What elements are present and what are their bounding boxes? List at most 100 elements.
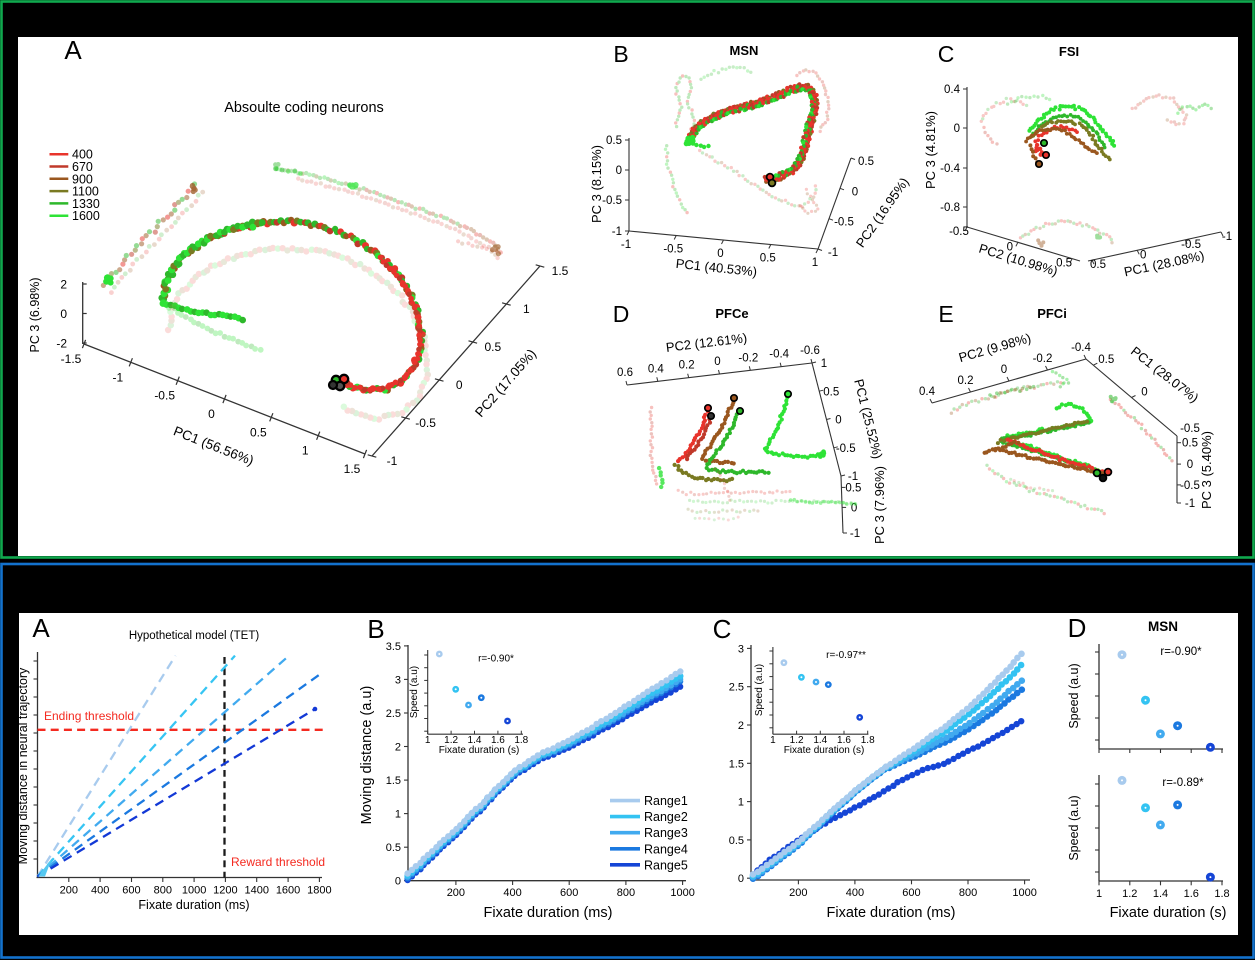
svg-text:PC 3 (7.96%): PC 3 (7.96%) — [872, 466, 887, 544]
svg-text:0.2: 0.2 — [679, 360, 695, 372]
svg-text:2: 2 — [738, 720, 744, 732]
svg-text:PC 3 (6.98%): PC 3 (6.98%) — [28, 277, 42, 352]
svg-text:0: 0 — [1141, 387, 1147, 399]
svg-text:-0.5: -0.5 — [602, 195, 622, 207]
svg-text:1.6: 1.6 — [837, 735, 851, 746]
svg-text:0.4: 0.4 — [648, 363, 665, 375]
svg-text:A: A — [32, 613, 50, 643]
svg-text:2: 2 — [60, 278, 67, 292]
svg-text:1800: 1800 — [307, 885, 331, 897]
svg-text:200: 200 — [789, 887, 807, 899]
svg-text:-0.4: -0.4 — [769, 349, 789, 361]
svg-text:0: 0 — [1187, 459, 1193, 471]
svg-text:-0.5: -0.5 — [1180, 423, 1200, 435]
svg-text:r=-0.90*: r=-0.90* — [478, 654, 514, 665]
svg-text:1600: 1600 — [72, 209, 100, 223]
svg-text:Fixate duration (s): Fixate duration (s) — [1110, 905, 1227, 921]
svg-text:1: 1 — [812, 257, 818, 269]
svg-text:1.6: 1.6 — [1184, 888, 1199, 900]
svg-text:0.5: 0.5 — [823, 386, 839, 398]
svg-text:3: 3 — [395, 674, 401, 686]
svg-text:1.5: 1.5 — [386, 775, 401, 787]
svg-text:1000: 1000 — [670, 887, 694, 899]
svg-text:1.4: 1.4 — [1153, 888, 1168, 900]
svg-text:Hypothetical model (TET): Hypothetical model (TET) — [129, 630, 260, 642]
svg-text:-1: -1 — [612, 226, 622, 238]
svg-text:PC 3 (8.15%): PC 3 (8.15%) — [589, 145, 604, 223]
svg-text:1: 1 — [738, 797, 744, 809]
svg-text:0: 0 — [1001, 364, 1007, 376]
svg-text:B: B — [367, 614, 384, 644]
svg-text:-1: -1 — [1222, 231, 1232, 243]
svg-text:600: 600 — [122, 885, 140, 897]
svg-text:0.5: 0.5 — [484, 340, 501, 354]
svg-text:0: 0 — [616, 165, 622, 177]
svg-text:0.5: 0.5 — [386, 842, 401, 854]
svg-text:1600: 1600 — [276, 885, 300, 897]
svg-text:PC 3 (4.81%): PC 3 (4.81%) — [923, 111, 938, 189]
svg-text:-0.5: -0.5 — [1180, 480, 1200, 492]
svg-text:1: 1 — [1096, 888, 1102, 900]
svg-text:1330: 1330 — [72, 197, 100, 211]
svg-text:1000: 1000 — [182, 885, 206, 897]
svg-text:600: 600 — [560, 887, 578, 899]
svg-text:B: B — [613, 41, 628, 67]
svg-text:1.6: 1.6 — [491, 735, 505, 746]
svg-text:-1.5: -1.5 — [61, 352, 82, 366]
svg-text:1: 1 — [770, 735, 776, 746]
svg-text:0: 0 — [738, 873, 744, 885]
svg-text:Fixate duration (s): Fixate duration (s) — [439, 745, 520, 756]
svg-text:-1: -1 — [387, 454, 398, 468]
svg-text:0.5: 0.5 — [858, 156, 874, 168]
svg-text:0.5: 0.5 — [1182, 438, 1198, 450]
svg-text:PFCe: PFCe — [715, 306, 748, 321]
svg-text:1: 1 — [302, 444, 309, 458]
svg-text:1: 1 — [425, 735, 431, 746]
svg-text:1: 1 — [395, 809, 401, 821]
svg-text:1.2: 1.2 — [444, 735, 458, 746]
svg-text:1.5: 1.5 — [344, 462, 361, 476]
svg-text:600: 600 — [902, 887, 920, 899]
svg-text:1.2: 1.2 — [790, 735, 804, 746]
svg-text:Range4: Range4 — [644, 842, 688, 856]
svg-text:0.5: 0.5 — [1056, 258, 1072, 270]
svg-text:Speed (a.u): Speed (a.u) — [754, 664, 765, 716]
svg-text:-1: -1 — [621, 239, 631, 251]
svg-text:0: 0 — [852, 186, 858, 198]
svg-text:1: 1 — [523, 302, 530, 316]
svg-text:MSN: MSN — [730, 43, 759, 58]
svg-text:0: 0 — [1140, 249, 1146, 261]
svg-text:400: 400 — [91, 885, 109, 897]
svg-text:r=-0.97**: r=-0.97** — [826, 650, 866, 661]
svg-text:PFCi: PFCi — [1037, 306, 1067, 321]
svg-text:0.5: 0.5 — [1098, 354, 1114, 366]
svg-text:Ending threshold: Ending threshold — [44, 709, 134, 723]
svg-text:1.8: 1.8 — [1214, 888, 1229, 900]
svg-text:1200: 1200 — [213, 885, 237, 897]
svg-text:-1: -1 — [850, 528, 860, 540]
svg-text:-0.5: -0.5 — [663, 244, 683, 256]
svg-text:1.4: 1.4 — [468, 735, 482, 746]
svg-text:-1: -1 — [828, 247, 838, 259]
svg-text:-0.2: -0.2 — [1033, 353, 1053, 365]
svg-text:1.5: 1.5 — [552, 264, 569, 278]
svg-text:Range1: Range1 — [644, 794, 688, 808]
svg-text:0.4: 0.4 — [919, 386, 936, 398]
svg-text:Speed (a.u): Speed (a.u) — [409, 666, 420, 718]
svg-text:Range5: Range5 — [644, 858, 688, 872]
svg-text:Moving distance (a.u): Moving distance (a.u) — [359, 686, 375, 825]
svg-text:Reward threshold: Reward threshold — [231, 855, 325, 869]
svg-text:-2: -2 — [56, 337, 67, 351]
svg-text:1000: 1000 — [1012, 887, 1036, 899]
svg-text:C: C — [713, 614, 732, 644]
svg-text:1.8: 1.8 — [861, 735, 875, 746]
svg-text:0: 0 — [1007, 241, 1013, 253]
svg-text:2.5: 2.5 — [729, 682, 744, 694]
svg-text:0.5: 0.5 — [1090, 259, 1106, 271]
svg-text:-0.5: -0.5 — [834, 217, 854, 229]
svg-text:0.2: 0.2 — [958, 375, 974, 387]
svg-text:0: 0 — [954, 123, 960, 135]
svg-text:MSN: MSN — [1148, 619, 1178, 634]
svg-text:400: 400 — [846, 887, 864, 899]
svg-text:800: 800 — [959, 887, 977, 899]
